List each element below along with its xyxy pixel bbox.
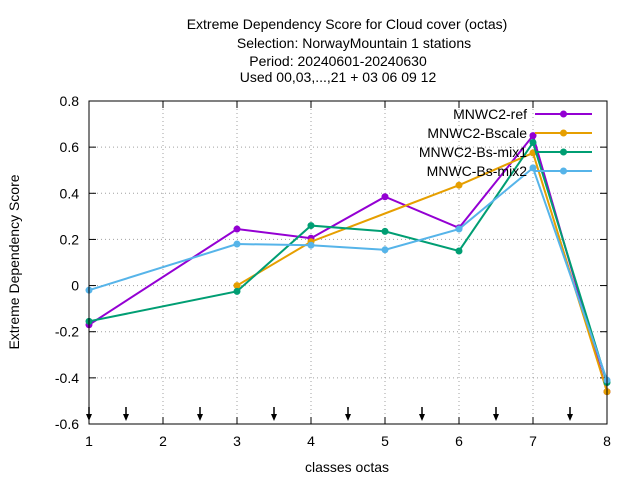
data-point [381, 246, 389, 254]
series-line [88, 133, 608, 392]
data-point [233, 225, 241, 233]
x-tick-label: 8 [603, 433, 611, 449]
data-point [381, 193, 389, 201]
y-tick-label: 0.8 [60, 93, 80, 109]
x-tick-label: 7 [529, 433, 537, 449]
title-line-3: Period: 20240601-20240630 [249, 53, 427, 69]
legend-entry: MNWC2-Bs-mix1 [419, 144, 592, 160]
x-tick-label: 2 [159, 433, 167, 449]
data-point [529, 164, 537, 172]
data-point [455, 225, 463, 233]
legend-marker [560, 110, 567, 118]
y-tick-label: 0.6 [60, 139, 80, 155]
legend-label: MNWC-Bs-mix2 [427, 163, 528, 179]
series-2 [233, 149, 611, 396]
plot-frame [88, 100, 608, 425]
tick-labels: -0.6 -0.4 -0.2 0 0.2 0.4 0.6 0.8 1 2 3 4 5 6 7 8 [55, 93, 611, 449]
y-tick-label: 0.4 [60, 185, 80, 201]
x-tick-label: 3 [233, 433, 241, 449]
data-point [307, 222, 315, 230]
series-3 [85, 139, 611, 386]
legend-entry: MNWC2-Bscale [427, 125, 592, 141]
arrow-marker [567, 407, 573, 421]
title-line-1: Extreme Dependency Score for Cloud cover… [187, 16, 508, 32]
chart-title: Extreme Dependency Score for Cloud cover… [187, 16, 508, 85]
legend-marker [560, 148, 567, 156]
series-group [85, 132, 611, 396]
legend: MNWC2-ref MNWC2-Bscale MNWC2-Bs-mix1 MNWC-B… [419, 106, 592, 179]
data-point [381, 227, 389, 235]
data-point [233, 240, 241, 248]
title-line-2: Selection: NorwayMountain 1 stations [237, 35, 471, 51]
data-point [233, 287, 241, 295]
legend-entry: MNWC-Bs-mix2 [427, 163, 592, 179]
y-tick-label: 0.2 [60, 231, 80, 247]
data-point [307, 241, 315, 249]
data-point [529, 139, 537, 147]
y-tick-label: -0.2 [55, 324, 79, 340]
series-line [88, 140, 608, 383]
x-tick-label: 6 [455, 433, 463, 449]
arrow-marker [345, 407, 351, 421]
arrow-marker [197, 407, 203, 421]
y-tick-label: -0.6 [55, 416, 79, 432]
data-point [233, 282, 241, 290]
y-tick-label: -0.4 [55, 370, 79, 386]
series-4 [85, 164, 611, 384]
data-point [455, 181, 463, 189]
arrow-marker [419, 407, 425, 421]
arrow-marker [271, 407, 277, 421]
y-axis-label: Extreme Dependency Score [6, 174, 22, 349]
legend-label: MNWC2-Bscale [427, 125, 527, 141]
series-1 [85, 132, 611, 396]
arrow-marker [123, 407, 129, 421]
legend-entry: MNWC2-ref [453, 106, 592, 122]
x-axis-label: classes octas [305, 459, 389, 475]
series-line [236, 151, 608, 392]
data-point [455, 247, 463, 255]
legend-marker [560, 129, 567, 137]
y-tick-label: 0 [71, 278, 79, 294]
x-tick-label: 5 [381, 433, 389, 449]
title-line-4: Used 00,03,...,21 + 03 06 09 12 [240, 69, 437, 85]
arrow-markers [86, 407, 573, 421]
legend-marker [560, 167, 567, 175]
legend-label: MNWC2-Bs-mix1 [419, 144, 527, 160]
arrow-marker [493, 407, 499, 421]
x-tick-label: 4 [307, 433, 315, 449]
legend-label: MNWC2-ref [453, 106, 527, 122]
x-tick-label: 1 [85, 433, 93, 449]
data-point [529, 132, 537, 140]
